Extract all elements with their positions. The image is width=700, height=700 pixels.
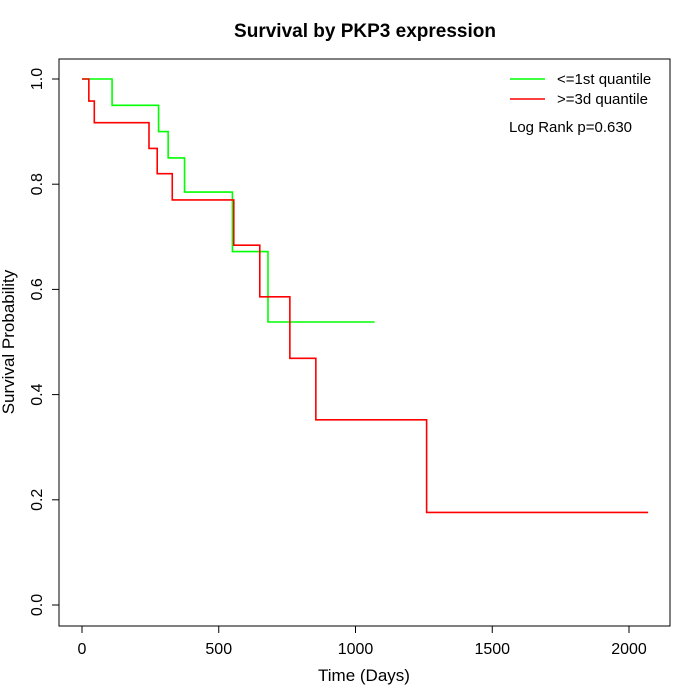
series-line-1 xyxy=(82,78,375,323)
y-tick-label: 0.4 xyxy=(29,383,46,405)
y-tick-label: 1.0 xyxy=(29,68,46,90)
y-tick-label: 0.2 xyxy=(29,489,46,511)
series-layer xyxy=(82,78,649,514)
x-axis-label: Time (Days) xyxy=(318,666,410,685)
log-rank-annotation: Log Rank p=0.630 xyxy=(509,119,632,136)
y-tick-label: 0.8 xyxy=(29,173,46,195)
chart-title: Survival by PKP3 expression xyxy=(234,21,496,42)
y-axis-label: Survival Probability xyxy=(0,269,18,414)
legend-label: <=1st quantile xyxy=(557,71,651,88)
plot-frame xyxy=(58,58,671,627)
y-axis: 0.0 0.2 0.4 0.6 0.8 1.0 xyxy=(29,68,60,616)
x-axis: 0 500 1000 1500 2000 xyxy=(78,625,647,658)
y-tick-label: 0.6 xyxy=(29,278,46,300)
series-line-2 xyxy=(82,78,649,514)
x-tick-label: 500 xyxy=(205,641,232,658)
x-tick-label: 2000 xyxy=(611,641,647,658)
legend-label: >=3d quantile xyxy=(557,91,648,108)
x-tick-label: 1000 xyxy=(338,641,374,658)
legend: <=1st quantile >=3d quantile xyxy=(510,71,651,108)
y-tick-label: 0.0 xyxy=(29,594,46,616)
x-tick-label: 1500 xyxy=(474,641,510,658)
x-tick-label: 0 xyxy=(78,641,87,658)
